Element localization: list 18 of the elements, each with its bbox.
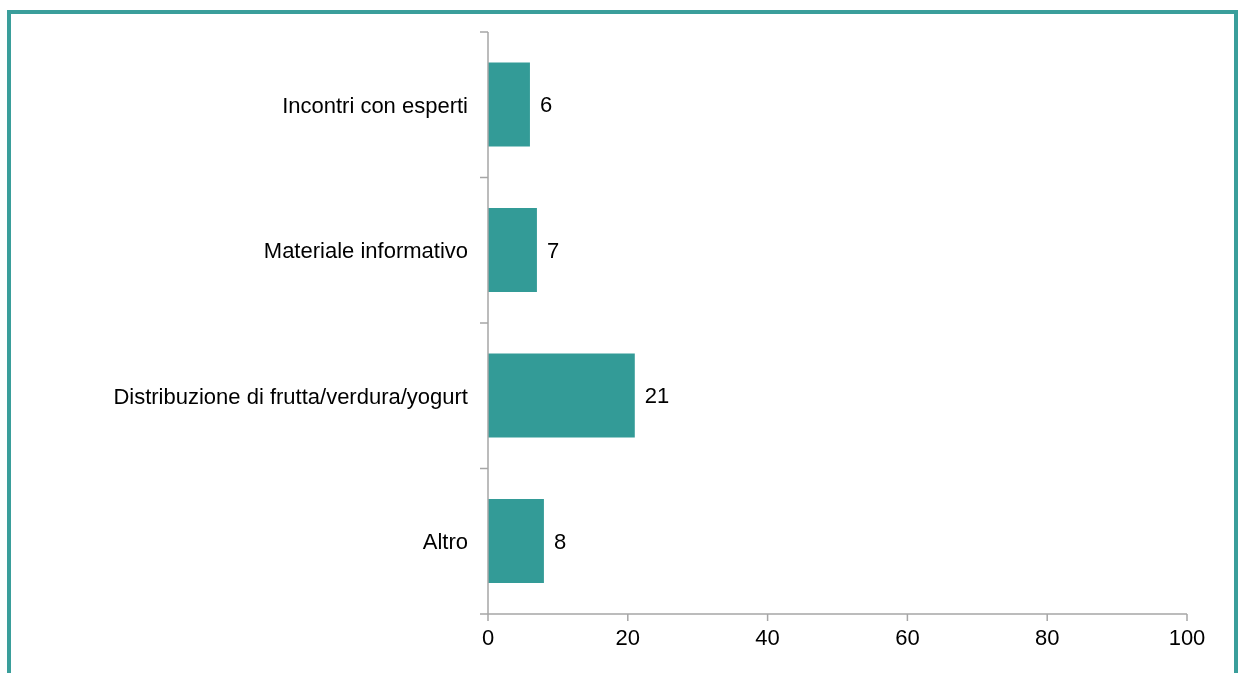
x-tick-label: 60 xyxy=(895,624,920,650)
data-label: 7 xyxy=(546,237,560,263)
bar xyxy=(488,62,530,147)
x-tick-label: 0 xyxy=(481,624,495,650)
x-tick-label: 100 xyxy=(1168,624,1206,650)
x-tick-label: 80 xyxy=(1034,624,1060,650)
bar xyxy=(488,208,537,293)
y-tick-label: Altro xyxy=(422,528,468,554)
y-tick-label: Materiale informativo xyxy=(263,237,468,263)
bar xyxy=(488,499,544,584)
x-tick-label: 20 xyxy=(615,624,641,650)
x-tick-label: 40 xyxy=(755,624,780,650)
bar xyxy=(488,353,635,438)
y-tick-label: Distribuzione di frutta/verdura/yogurt xyxy=(113,383,468,409)
data-label: 8 xyxy=(553,528,567,554)
data-label: 6 xyxy=(539,92,553,118)
data-label: 21 xyxy=(644,383,670,409)
y-tick-label: Incontri con esperti xyxy=(282,92,468,118)
